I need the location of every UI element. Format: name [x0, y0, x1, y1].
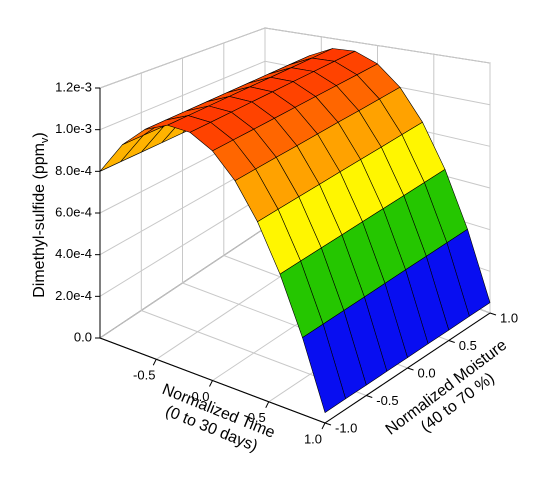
y-tick: [448, 340, 455, 343]
z-axis-title-sub: v: [39, 137, 51, 143]
z-tick-label: 0.0: [74, 329, 92, 344]
x-tick: [265, 401, 270, 408]
x-tick-label: -0.5: [133, 368, 155, 383]
x-tick: [152, 359, 157, 366]
z-tick-label: 6.0e-4: [55, 204, 92, 219]
surface-cell: [302, 323, 346, 413]
z-axis-title-close: ): [31, 132, 48, 137]
z-tick-label: 1.0e-3: [55, 121, 92, 136]
x-tick-label: 0.5: [248, 410, 266, 425]
z-tick-label: 8.0e-4: [55, 163, 92, 178]
y-tick: [489, 312, 497, 316]
z-tick-label: 2.0e-4: [55, 288, 92, 303]
y-tick-label: 0.5: [459, 338, 477, 353]
box-edge: [99, 337, 326, 424]
x-tick-label: 1.0: [304, 431, 322, 446]
z-axis-title-main: Dimethyl-sulfide (ppm: [31, 143, 48, 298]
x-tick-label: 0.0: [191, 389, 209, 404]
y-tick-label: 1.0: [500, 310, 518, 325]
z-tick-label: 1.2e-3: [55, 79, 92, 94]
y-tick-label: 0.0: [418, 365, 436, 380]
x-tick: [321, 422, 326, 430]
box-edge: [324, 312, 491, 424]
z-tick-label: 4.0e-4: [55, 246, 92, 261]
y-tick: [366, 395, 373, 398]
y-tick: [324, 422, 332, 426]
x-tick: [209, 380, 213, 387]
z-axis-title: Dimethyl-sulfide (ppmv): [31, 132, 51, 298]
y-tick: [407, 367, 414, 371]
y-tick-label: -1.0: [335, 420, 357, 435]
y-tick-label: -0.5: [376, 393, 398, 408]
surface: [99, 48, 491, 413]
